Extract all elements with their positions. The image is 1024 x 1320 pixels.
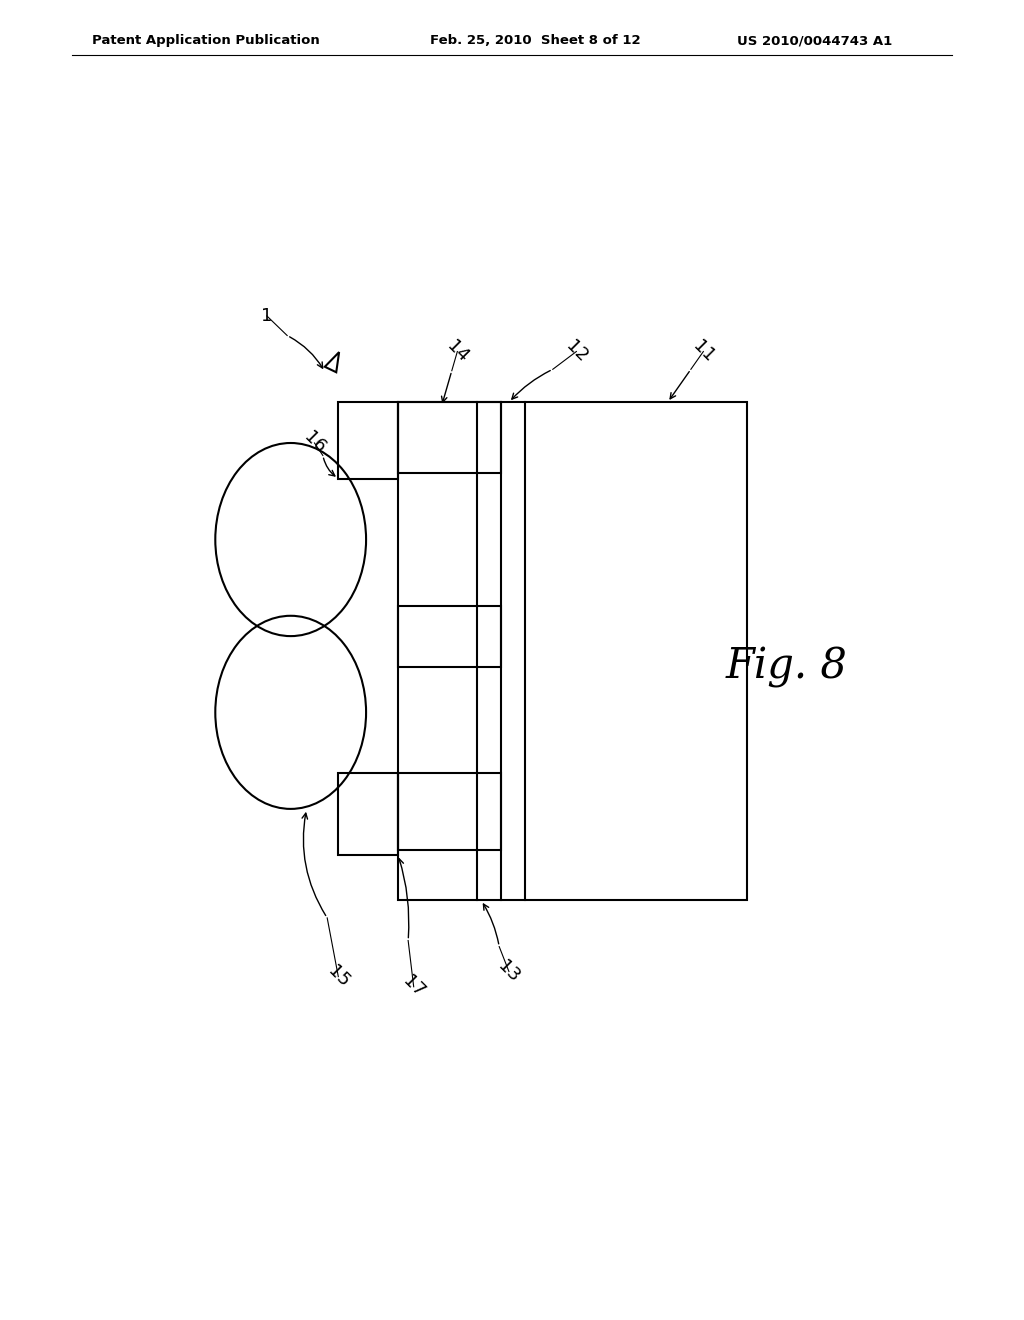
Bar bbox=[397, 606, 501, 667]
Text: Fig. 8: Fig. 8 bbox=[726, 645, 848, 688]
Bar bbox=[397, 403, 748, 900]
Text: 11: 11 bbox=[689, 337, 718, 366]
Text: 16: 16 bbox=[300, 429, 329, 458]
Bar bbox=[397, 403, 501, 474]
Text: Patent Application Publication: Patent Application Publication bbox=[92, 34, 319, 48]
Bar bbox=[338, 774, 398, 854]
Bar bbox=[397, 774, 501, 850]
Text: 13: 13 bbox=[495, 957, 523, 986]
Text: 12: 12 bbox=[562, 337, 591, 366]
Bar bbox=[338, 403, 398, 479]
Text: US 2010/0044743 A1: US 2010/0044743 A1 bbox=[737, 34, 893, 48]
Text: 1: 1 bbox=[261, 308, 272, 325]
Text: 14: 14 bbox=[443, 337, 472, 366]
Text: 15: 15 bbox=[324, 962, 352, 991]
Text: Feb. 25, 2010  Sheet 8 of 12: Feb. 25, 2010 Sheet 8 of 12 bbox=[430, 34, 641, 48]
Text: 17: 17 bbox=[399, 973, 428, 1001]
